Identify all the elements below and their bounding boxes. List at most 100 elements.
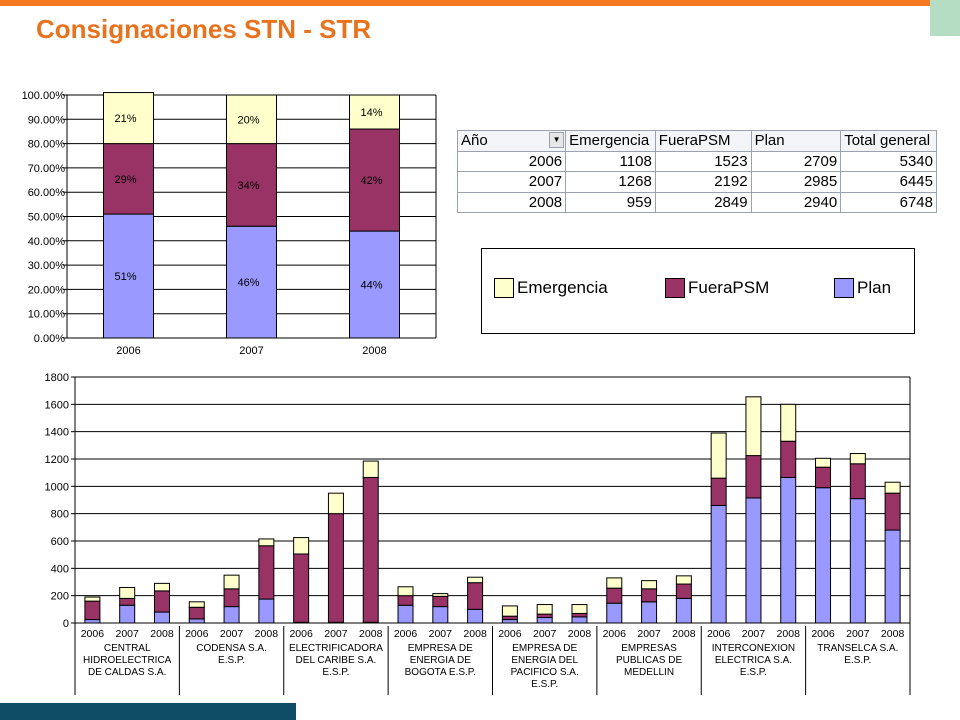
group-label: EMPRESAS: [621, 643, 677, 654]
bar-segment: [153, 611, 170, 624]
bar-segment: [349, 128, 400, 232]
x-year-label: 2008: [150, 628, 174, 640]
bar-segment: [188, 606, 205, 620]
x-year-label: 2006: [707, 628, 731, 640]
legend-swatch: [834, 278, 854, 298]
x-year-label: 2008: [777, 628, 801, 640]
group-label: DE CALDAS S.A.: [88, 667, 166, 678]
bar-segment: [501, 605, 518, 617]
x-year-label: 2006: [289, 628, 313, 640]
bar-segment: [103, 143, 154, 215]
x-year-label: 2008: [881, 628, 905, 640]
x-tick-label: 2008: [362, 345, 386, 357]
bar-segment: [675, 583, 692, 599]
x-year-label: 2007: [742, 628, 766, 640]
bar-segment: [780, 403, 797, 442]
bar-segment: [536, 613, 553, 619]
pivot-table: Año ▼ Emergencia FueraPSM Plan Total gen…: [456, 130, 937, 213]
bar-segment: [223, 574, 240, 590]
dropdown-arrow-icon[interactable]: ▼: [549, 132, 565, 148]
pivot-header-year[interactable]: Año ▼: [456, 130, 567, 152]
legend-label: FueraPSM: [688, 278, 770, 297]
y-tick-label: 1000: [45, 481, 69, 493]
bar-segment: [293, 537, 310, 555]
group-label: MEDELLIN: [624, 667, 674, 678]
bottom-accent-bar: [0, 703, 296, 720]
bar-segment: [226, 225, 277, 339]
group-label: PUBLICAS DE: [616, 655, 682, 666]
x-tick-label: 2007: [239, 345, 263, 357]
x-year-label: 2007: [116, 628, 140, 640]
y-tick-label: 70.00%: [28, 163, 66, 175]
data-label: 20%: [237, 114, 259, 126]
legend-item-plan: Plan: [834, 277, 891, 299]
x-year-label: 2008: [255, 628, 279, 640]
company-stacked-bar-chart: 0 200 400 600 800 1000 1200 1400 1600 1800 2006 200…: [45, 372, 911, 695]
group-label: BOGOTA E.S.P.: [405, 667, 476, 678]
bar-segment: [258, 545, 275, 600]
bar-segment: [467, 608, 484, 624]
bar-segment: [884, 492, 901, 531]
bar-segment: [641, 580, 658, 590]
bar-segment: [571, 604, 588, 614]
bar-segment: [780, 440, 797, 478]
pivot-cell: 1523: [654, 150, 752, 172]
group-label: E.S.P.: [218, 655, 245, 666]
group-label: DEL CARIBE S.A.: [296, 655, 377, 666]
x-year-label: 2008: [463, 628, 487, 640]
bar-segment: [606, 587, 623, 604]
bar-segment: [675, 597, 692, 624]
y-tick-label: 90.00%: [28, 114, 66, 126]
group-label: PACIFICO S.A.: [511, 667, 579, 678]
y-tick-label: 20.00%: [28, 284, 66, 296]
x-year-label: 2006: [185, 628, 209, 640]
y-tick-label: 30.00%: [28, 260, 66, 272]
pivot-cell: 1108: [565, 150, 656, 172]
x-year-label: 2007: [846, 628, 870, 640]
bar-segment: [606, 577, 623, 589]
bar-segment: [606, 602, 623, 624]
bar-segment: [815, 457, 832, 468]
pivot-header-total: Total general: [840, 130, 937, 152]
group-label: E.S.P.: [844, 655, 871, 666]
y-tick-label: 10.00%: [28, 309, 66, 321]
bar-segment: [745, 455, 762, 499]
pivot-header-year-label: Año: [461, 132, 488, 150]
x-tick-label: 2006: [116, 345, 140, 357]
bar-segment: [815, 487, 832, 624]
y-tick-label: 80.00%: [28, 139, 66, 151]
group-label: CODENSA S.A.: [196, 643, 267, 654]
pivot-cell: 959: [565, 191, 656, 213]
bar-segment: [745, 396, 762, 457]
pivot-header-row: Año ▼ Emergencia FueraPSM Plan Total gen…: [456, 130, 937, 152]
data-label: 44%: [360, 280, 382, 292]
top-accent-line: [0, 0, 930, 6]
data-label: 46%: [237, 277, 259, 289]
pivot-cell: 2192: [654, 171, 752, 193]
percent-stacked-bar-chart: 0.00% 10.00% 20.00% 30.00% 40.00% 50.00% 60.00…: [22, 90, 437, 357]
y-tick-label: 200: [51, 591, 69, 603]
pivot-cell: 2940: [750, 191, 842, 213]
bar-segment: [710, 477, 727, 506]
bar-segment: [258, 538, 275, 547]
pivot-cell: 2006: [456, 150, 567, 172]
bar-segment: [119, 586, 136, 599]
corner-accent-block: [930, 0, 960, 36]
pivot-cell: 2709: [750, 150, 842, 172]
bar-segment: [536, 604, 553, 615]
x-year-label: 2008: [672, 628, 696, 640]
bar-segment: [327, 513, 344, 623]
data-label: 21%: [114, 113, 136, 125]
x-year-label: 2007: [220, 628, 244, 640]
y-tick-label: 800: [51, 509, 69, 521]
bar-segment: [849, 453, 866, 465]
bar-segment: [571, 612, 588, 618]
bar-segment: [84, 596, 101, 602]
y-tick-label: 1200: [45, 454, 69, 466]
bar-segment: [103, 92, 154, 145]
pivot-cell: 2849: [654, 191, 752, 213]
x-year-label: 2007: [429, 628, 453, 640]
bar-segment: [536, 617, 553, 624]
x-year-label: 2006: [394, 628, 418, 640]
group-label: ENERGIA DE: [410, 655, 471, 666]
